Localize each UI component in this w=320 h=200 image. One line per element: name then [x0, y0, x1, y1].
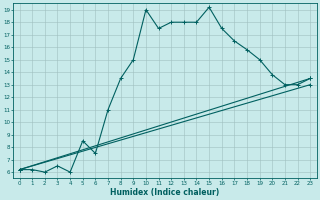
X-axis label: Humidex (Indice chaleur): Humidex (Indice chaleur)	[110, 188, 220, 197]
